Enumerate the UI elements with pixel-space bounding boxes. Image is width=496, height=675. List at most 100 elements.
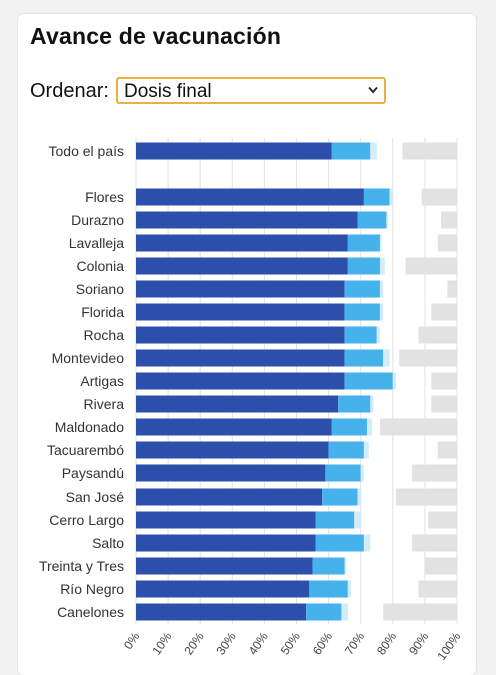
dosis-final-bar	[136, 303, 345, 321]
dosis-final-bar	[136, 211, 358, 229]
dosis-final-bar	[136, 395, 339, 413]
region-label: Florida	[81, 304, 124, 320]
x-tick-label: 40%	[246, 629, 271, 657]
gray-bar	[431, 372, 457, 390]
primera-dosis-bar	[344, 372, 393, 390]
extra-bar	[379, 234, 382, 252]
region-label: Durazno	[71, 212, 124, 228]
dosis-final-bar	[136, 257, 348, 275]
extra-bar	[383, 349, 390, 367]
x-tick-label: 30%	[214, 629, 239, 657]
primera-dosis-bar	[344, 303, 380, 321]
extra-bar	[367, 418, 372, 436]
extra-bar	[363, 534, 371, 552]
primera-dosis-bar	[347, 234, 380, 252]
gray-bar	[440, 211, 457, 229]
x-tick-label: 80%	[374, 629, 399, 657]
dosis-final-bar	[136, 142, 332, 160]
x-tick-label: 50%	[278, 629, 303, 657]
gray-bar	[428, 511, 457, 529]
x-tick-label: 0%	[121, 629, 143, 652]
dosis-final-bar	[136, 441, 329, 459]
region-label: Lavalleja	[69, 235, 124, 251]
sort-label: Ordenar:	[30, 80, 109, 102]
extra-bar	[357, 488, 361, 506]
primera-dosis-bar	[363, 188, 390, 206]
extra-bar	[341, 603, 348, 621]
primera-dosis-bar	[312, 557, 345, 575]
gray-bar	[418, 580, 457, 598]
region-label: Rivera	[84, 396, 125, 412]
region-label: Artigas	[80, 373, 124, 389]
dosis-final-bar	[136, 280, 345, 298]
region-label: Rocha	[84, 327, 125, 343]
primera-dosis-bar	[344, 349, 384, 367]
region-label: Treinta y Tres	[39, 558, 124, 574]
primera-dosis-bar	[306, 603, 342, 621]
sort-select-value: Dosis final	[124, 81, 212, 102]
x-tick-label: 100%	[434, 629, 463, 662]
dosis-final-bar	[136, 580, 310, 598]
card-title: Avance de vacunación	[30, 23, 282, 49]
extra-bar	[389, 188, 393, 206]
region-label: Paysandú	[62, 465, 124, 481]
dosis-final-bar	[136, 603, 307, 621]
gray-bar	[437, 441, 457, 459]
x-tick-label: 70%	[342, 629, 367, 657]
gray-bar	[412, 534, 457, 552]
dosis-final-bar	[136, 372, 345, 390]
region-label: Todo el país	[49, 143, 125, 159]
region-label: Soriano	[76, 281, 124, 297]
extra-bar	[360, 464, 364, 482]
primera-dosis-bar	[309, 580, 348, 598]
dosis-final-bar	[136, 188, 364, 206]
gray-bar	[418, 326, 457, 344]
dosis-final-bar	[136, 349, 345, 367]
primera-dosis-bar	[344, 326, 377, 344]
primera-dosis-bar	[315, 511, 355, 529]
gray-bar	[399, 349, 457, 367]
gray-bar	[431, 395, 457, 413]
x-tick-label: 20%	[181, 629, 206, 657]
region-label: Canelones	[57, 604, 124, 620]
primera-dosis-bar	[325, 464, 361, 482]
region-label: Cerro Largo	[49, 512, 124, 528]
gray-bar	[383, 603, 457, 621]
primera-dosis-bar	[328, 441, 364, 459]
primera-dosis-bar	[347, 257, 380, 275]
region-label: Flores	[85, 189, 124, 205]
extra-bar	[392, 372, 397, 390]
extra-bar	[386, 211, 388, 229]
dosis-final-bar	[136, 488, 323, 506]
extra-bar	[344, 557, 347, 575]
dosis-final-bar	[136, 326, 345, 344]
region-label: San José	[66, 489, 125, 505]
dosis-final-bar	[136, 557, 313, 575]
primera-dosis-bar	[344, 280, 380, 298]
region-label: Tacuarembó	[47, 442, 124, 458]
gray-bar	[421, 188, 457, 206]
gray-bar	[437, 234, 457, 252]
extra-bar	[376, 326, 380, 344]
extra-bar	[379, 303, 384, 321]
extra-bar	[354, 511, 361, 529]
extra-bar	[347, 580, 352, 598]
region-label: Río Negro	[60, 581, 124, 597]
region-label: Salto	[92, 535, 124, 551]
primera-dosis-bar	[338, 395, 371, 413]
dosis-final-bar	[136, 534, 316, 552]
gray-bar	[379, 418, 457, 436]
chevron-down-icon	[368, 86, 378, 94]
primera-dosis-bar	[322, 488, 358, 506]
gray-bar	[431, 303, 457, 321]
gray-bar	[405, 257, 457, 275]
gray-bar	[402, 142, 457, 160]
dosis-final-bar	[136, 234, 348, 252]
gray-bar	[447, 280, 457, 298]
gray-bar	[424, 557, 457, 575]
extra-bar	[379, 280, 384, 298]
gray-bar	[396, 488, 457, 506]
sort-select[interactable]: Dosis final	[116, 77, 386, 104]
region-label: Montevideo	[52, 350, 125, 366]
